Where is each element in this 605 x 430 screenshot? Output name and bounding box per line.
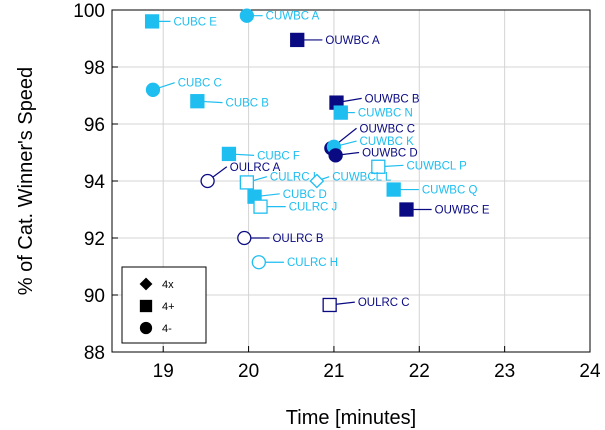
- point-marker: [386, 182, 401, 197]
- point-label: CUBC F: [257, 150, 300, 162]
- data-point: CULRC H: [251, 255, 338, 270]
- point-marker: [237, 230, 252, 246]
- point-marker: [139, 321, 153, 335]
- x-tick-label: 24: [579, 361, 601, 382]
- point-marker: [190, 94, 205, 109]
- point-marker: [253, 199, 268, 214]
- point-label: OUWBC B: [365, 93, 420, 105]
- point-marker: [251, 255, 266, 270]
- point-marker: [221, 146, 237, 162]
- point-marker: [333, 105, 348, 120]
- y-tick-label: 88: [84, 343, 105, 364]
- point-label: OULRC C: [358, 297, 410, 309]
- y-tick-label: 92: [84, 229, 105, 250]
- point-label: CUWBC N: [358, 108, 413, 120]
- x-tick-label: 22: [409, 361, 430, 382]
- point-label: CULRC I: [270, 172, 316, 184]
- point-label: OULRC A: [230, 162, 281, 174]
- point-label: CUWBCL L: [332, 172, 392, 184]
- point-label: CUWBCL P: [406, 160, 467, 172]
- point-label: CULRC H: [287, 257, 338, 269]
- y-tick-label: 90: [84, 286, 105, 307]
- data-point: OULRC C: [322, 297, 410, 313]
- legend-label: 4+: [162, 301, 175, 313]
- legend-entry: 4x: [139, 277, 174, 291]
- legend-entry: 4+: [139, 299, 175, 313]
- data-point: CUBC F: [221, 146, 300, 162]
- point-marker: [309, 173, 325, 189]
- x-axis-title: Time [minutes]: [286, 407, 416, 429]
- x-tick-label: 20: [238, 361, 259, 382]
- point-label: CUBC D: [283, 189, 327, 201]
- legend-label: 4-: [162, 323, 172, 335]
- legend-box: [121, 266, 207, 344]
- legend: 4x 4+ 4-: [121, 266, 207, 344]
- point-label: CUBC C: [178, 78, 222, 90]
- data-point: OULRC B: [237, 230, 324, 246]
- data-point: CUWBCL L: [309, 172, 392, 189]
- point-marker: [139, 299, 153, 313]
- point-label: CUWBC Q: [422, 185, 478, 197]
- point-label: OUWBC A: [325, 35, 380, 47]
- y-tick-label: 98: [84, 58, 105, 79]
- data-point: OULRC A: [200, 162, 281, 189]
- data-point: CUBC B: [190, 94, 270, 110]
- data-point: CULRC I: [239, 172, 316, 190]
- data-point: CUWBC Q: [386, 182, 478, 197]
- legend-label: 4x: [162, 279, 174, 291]
- data-point: OUWBC D: [328, 148, 418, 163]
- y-axis-title: % of Cat. Winner's Speed: [15, 67, 37, 295]
- point-label: OUWBC D: [362, 148, 418, 160]
- data-point: CUWBCL P: [371, 159, 467, 174]
- point-label: OUWBC E: [435, 205, 490, 217]
- point-marker: [139, 277, 153, 291]
- x-tick-label: 19: [153, 361, 174, 382]
- point-label: CULRC J: [289, 202, 338, 214]
- y-tick-label: 100: [73, 1, 105, 22]
- data-point: CULRC J: [253, 199, 338, 214]
- data-point: OUWBC A: [290, 32, 380, 48]
- point-label: CUBC B: [226, 98, 270, 110]
- legend-entry: 4-: [139, 321, 172, 335]
- data-points: CUWBC A CUBC E OUWBC A CUBC C CUBC B OUWBC B C…: [144, 8, 490, 313]
- point-marker: [239, 175, 255, 190]
- point-marker: [290, 32, 305, 48]
- point-marker: [239, 8, 255, 23]
- point-marker: [371, 159, 386, 174]
- point-marker: [399, 202, 414, 217]
- point-marker: [328, 148, 343, 163]
- point-marker: [200, 173, 215, 189]
- y-tick-label: 94: [84, 172, 106, 193]
- data-point: CUBC C: [145, 78, 222, 97]
- x-tick-label: 23: [494, 361, 515, 382]
- point-label: CUWBC K: [360, 136, 415, 148]
- data-point: CUWBC N: [333, 105, 413, 120]
- point-marker: [322, 297, 337, 313]
- axis-ticks: 19 20 21 22 23 24 88 90 92 94 96 98 100: [73, 1, 601, 382]
- point-label: OUWBC C: [360, 123, 416, 135]
- y-tick-label: 96: [84, 115, 105, 136]
- x-tick-label: 21: [323, 361, 344, 382]
- point-label: CUBC E: [173, 16, 217, 28]
- data-point: CUWBC A: [239, 8, 320, 23]
- point-marker: [145, 82, 161, 97]
- data-point: OUWBC E: [399, 202, 490, 217]
- point-label: OULRC B: [272, 233, 323, 245]
- point-label: CUWBC A: [266, 11, 320, 23]
- data-point: CUBC E: [144, 14, 217, 29]
- point-marker: [144, 14, 160, 29]
